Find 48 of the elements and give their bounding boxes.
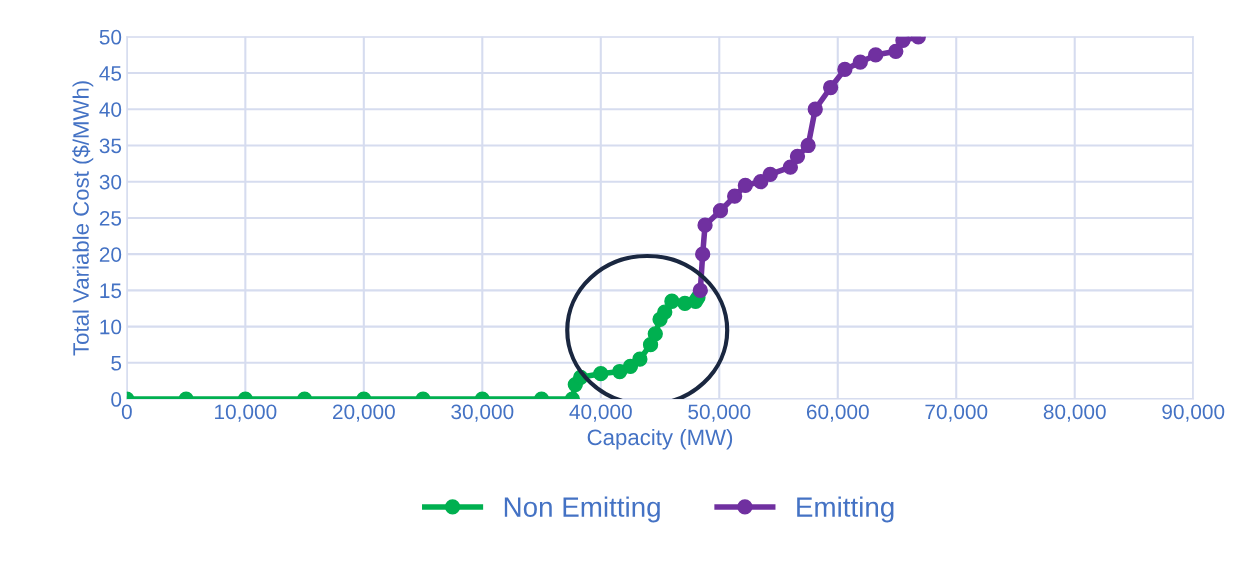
y-tick-label: 40	[99, 102, 122, 117]
y-tick-label: 20	[99, 247, 122, 262]
legend-label: Emitting	[797, 496, 894, 523]
y-tick-label: 30	[99, 174, 122, 190]
y-tick-label: 15	[100, 283, 122, 299]
x-tick-label: 60,000	[806, 404, 869, 422]
x-tick-label: 0	[121, 404, 132, 420]
point	[657, 304, 673, 320]
point	[632, 351, 648, 367]
y-tick-label: 25	[99, 210, 122, 226]
x-axis-title: Capacity (MW)	[587, 428, 733, 450]
y-tick-label: 5	[111, 356, 122, 371]
x-tick-label: 30,000	[451, 404, 514, 422]
point	[593, 366, 609, 382]
y-tick-label: 10	[100, 319, 122, 335]
point	[712, 203, 729, 219]
point	[697, 217, 713, 233]
y-tick-label: 0	[111, 392, 122, 407]
point	[782, 159, 798, 175]
point	[753, 174, 769, 190]
point	[647, 326, 663, 342]
point	[837, 61, 853, 78]
y-tick-label: 50	[99, 29, 122, 45]
point	[823, 79, 839, 96]
point	[800, 137, 816, 154]
point	[737, 177, 753, 193]
point	[807, 101, 823, 117]
y-tick-label: 35	[99, 138, 122, 154]
point	[664, 293, 680, 309]
point	[789, 148, 806, 164]
point	[895, 36, 911, 49]
x-tick-label: 70,000	[925, 404, 988, 422]
x-tick-label: 40,000	[569, 404, 632, 422]
x-tick-label: 20,000	[333, 404, 395, 422]
x-tick-label: 50,000	[688, 404, 751, 422]
point	[695, 246, 711, 262]
point	[888, 43, 904, 59]
y-tick-label: 45	[99, 66, 122, 81]
point	[868, 47, 884, 63]
point	[852, 54, 868, 70]
point	[762, 166, 778, 183]
x-tick-label: 10,000	[215, 404, 277, 422]
y-axis-title: Total Variable Cost ($/MWh)	[72, 81, 94, 356]
point	[692, 282, 708, 299]
legend-label: Non Emitting	[504, 496, 660, 523]
x-tick-label: 80,000	[1043, 404, 1106, 422]
x-tick-label: 90,000	[1162, 404, 1225, 422]
point	[727, 188, 743, 204]
